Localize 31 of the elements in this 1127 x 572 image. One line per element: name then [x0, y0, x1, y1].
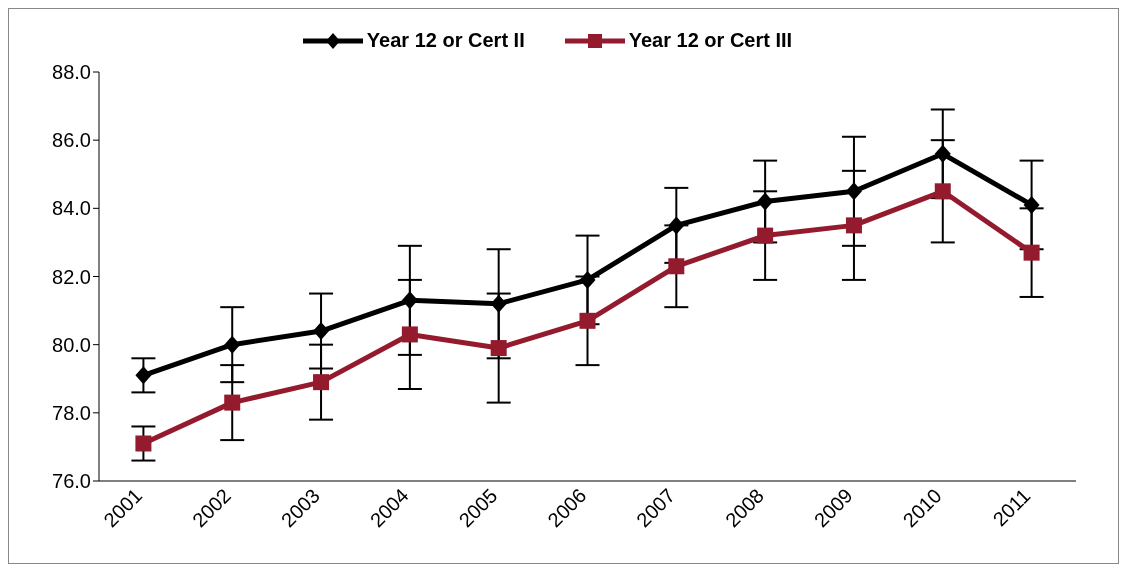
y-tick-label: 84.0: [52, 197, 91, 220]
point: [1023, 244, 1040, 261]
legend-label: Year 12 or Cert III: [628, 29, 793, 52]
point: [845, 182, 862, 201]
point: [1023, 195, 1040, 214]
point: [668, 216, 685, 235]
point: [934, 183, 951, 200]
point: [757, 227, 774, 244]
y-tick-label: 76.0: [52, 470, 91, 493]
point: [845, 217, 862, 234]
point: [401, 326, 418, 343]
point: [490, 340, 507, 357]
point: [401, 291, 418, 310]
point: [135, 435, 152, 452]
y-tick-label: 86.0: [52, 129, 91, 152]
y-tick-label: 88.0: [52, 61, 91, 84]
point: [313, 322, 330, 341]
point: [313, 374, 330, 391]
y-tick-label: 82.0: [52, 265, 91, 288]
point: [668, 258, 685, 275]
y-tick-label: 80.0: [52, 333, 91, 356]
point: [224, 335, 241, 354]
point: [934, 144, 951, 163]
y-tick-label: 78.0: [52, 401, 91, 424]
point: [224, 394, 241, 411]
point: [135, 366, 152, 385]
point: [579, 270, 596, 289]
point: [579, 312, 596, 329]
legend-label: Year 12 or Cert II: [366, 29, 525, 52]
point: [490, 294, 507, 313]
point: [757, 192, 774, 211]
